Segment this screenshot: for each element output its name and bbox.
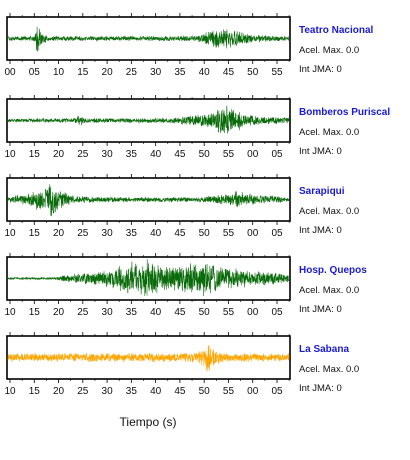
x-tick-label: 45 <box>174 149 186 160</box>
peak-acceleration: Acel. Max. 0.0 <box>299 206 359 217</box>
jma-intensity: Int JMA: 0 <box>299 304 342 315</box>
x-axis-title: Tiempo (s) <box>120 415 177 429</box>
x-tick-label: 55 <box>271 67 283 78</box>
x-tick-label: 25 <box>126 67 138 78</box>
peak-acceleration: Acel. Max. 0.0 <box>299 285 359 296</box>
x-tick-label: 45 <box>174 228 186 239</box>
peak-acceleration: Acel. Max. 0.0 <box>299 364 359 375</box>
jma-intensity: Int JMA: 0 <box>299 146 342 157</box>
x-tick-label: 15 <box>29 307 41 318</box>
peak-acceleration: Acel. Max. 0.0 <box>299 45 359 56</box>
x-tick-label: 15 <box>77 67 89 78</box>
jma-intensity: Int JMA: 0 <box>299 225 342 236</box>
waveform-trace <box>7 345 290 372</box>
waveform-trace <box>7 105 290 134</box>
x-tick-label: 35 <box>126 307 138 318</box>
x-tick-label: 30 <box>102 228 114 239</box>
x-tick-label: 20 <box>102 67 114 78</box>
x-tick-label: 40 <box>150 228 162 239</box>
x-tick-label: 55 <box>223 228 235 239</box>
x-tick-label: 50 <box>247 67 259 78</box>
x-tick-label: 35 <box>126 149 138 160</box>
x-tick-label: 00 <box>247 228 259 239</box>
x-tick-label: 55 <box>223 307 235 318</box>
x-tick-label: 10 <box>4 149 16 160</box>
station-name: La Sabana <box>299 344 349 355</box>
x-tick-label: 40 <box>150 386 162 397</box>
x-tick-label: 55 <box>223 149 235 160</box>
x-tick-label: 50 <box>199 228 211 239</box>
x-tick-label: 20 <box>53 149 65 160</box>
x-tick-label: 30 <box>150 67 162 78</box>
x-tick-label: 45 <box>174 386 186 397</box>
x-tick-label: 35 <box>174 67 186 78</box>
x-tick-label: 10 <box>4 228 16 239</box>
station-panel: 10 15 20 25 30 35 40 45 50 55 00 05 Sarapiqui Acel. M… <box>4 174 359 239</box>
x-tick-label: 05 <box>271 386 283 397</box>
x-tick-label: 25 <box>77 149 89 160</box>
x-tick-label: 40 <box>199 67 211 78</box>
x-tick-label: 30 <box>102 149 114 160</box>
peak-acceleration: Acel. Max. 0.0 <box>299 127 359 138</box>
x-tick-label: 15 <box>29 149 41 160</box>
x-tick-label: 10 <box>4 386 16 397</box>
x-tick-label: 10 <box>4 307 16 318</box>
x-tick-label: 45 <box>223 67 235 78</box>
x-tick-label: 50 <box>199 149 211 160</box>
x-tick-label: 25 <box>77 386 89 397</box>
x-tick-label: 10 <box>53 67 65 78</box>
station-name: Teatro Nacional <box>299 25 373 36</box>
station-panel: 10 15 20 25 30 35 40 45 50 55 00 05 Hosp. Quepos Acel… <box>4 253 367 318</box>
station-name: Bomberos Puriscal <box>299 107 390 118</box>
x-tick-label: 20 <box>53 307 65 318</box>
x-tick-label: 40 <box>150 149 162 160</box>
x-tick-label: 05 <box>29 67 41 78</box>
x-tick-label: 15 <box>29 228 41 239</box>
x-tick-label: 20 <box>53 386 65 397</box>
x-tick-label: 55 <box>223 386 235 397</box>
x-tick-label: 35 <box>126 228 138 239</box>
station-panel: 10 15 20 25 30 35 40 45 50 55 00 05 Bomberos Purisca… <box>4 95 390 160</box>
x-tick-label: 05 <box>271 149 283 160</box>
station-name: Sarapiqui <box>299 186 345 197</box>
waveform-trace <box>7 184 290 217</box>
station-panel: 10 15 20 25 30 35 40 45 50 55 00 05 La Sabana Acel. M… <box>4 332 359 397</box>
x-tick-label: 25 <box>77 228 89 239</box>
x-tick-label: 45 <box>174 307 186 318</box>
x-tick-label: 00 <box>247 307 259 318</box>
x-tick-label: 35 <box>126 386 138 397</box>
x-tick-label: 00 <box>247 149 259 160</box>
x-tick-label: 00 <box>247 386 259 397</box>
station-panel: 00 05 10 15 20 25 30 35 40 45 50 55 Teatro Nacional A… <box>4 13 373 78</box>
x-tick-label: 00 <box>4 67 16 78</box>
x-tick-label: 50 <box>199 307 211 318</box>
jma-intensity: Int JMA: 0 <box>299 383 342 394</box>
x-tick-label: 20 <box>53 228 65 239</box>
jma-intensity: Int JMA: 0 <box>299 64 342 75</box>
x-tick-label: 40 <box>150 307 162 318</box>
x-tick-label: 05 <box>271 307 283 318</box>
x-tick-label: 50 <box>199 386 211 397</box>
x-tick-label: 30 <box>102 307 114 318</box>
x-tick-label: 05 <box>271 228 283 239</box>
x-tick-label: 30 <box>102 386 114 397</box>
waveform-trace <box>7 259 290 297</box>
station-name: Hosp. Quepos <box>299 265 367 276</box>
waveform-trace <box>7 26 290 52</box>
x-tick-label: 25 <box>77 307 89 318</box>
x-tick-label: 15 <box>29 386 41 397</box>
